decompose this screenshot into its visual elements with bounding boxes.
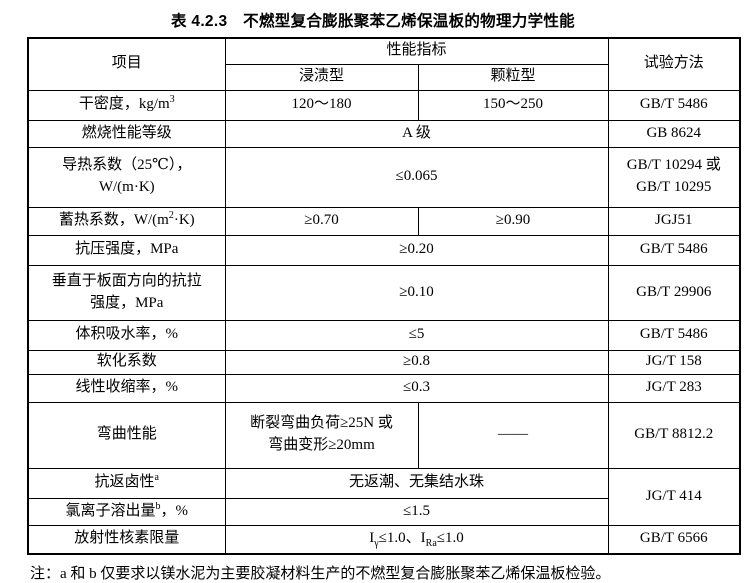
cell-heat-storage-method: JGJ51 [607,206,741,236]
header-item: 项目 [27,37,226,91]
row-water-absorption: 体积吸水率，% ≤5 GB/T 5486 [27,319,741,351]
header-performance-index: 性能指标 [224,37,609,65]
cell-compressive-value: ≥0.20 [224,234,609,266]
cell-dry-density-granular: 150～250 [417,89,609,121]
properties-table: 项目 性能指标 试验方法 浸渍型 颗粒型 干密度，kg/m3 120～180 1… [27,37,741,555]
row-radioactivity: 放射性核素限量 Iγ≤1.0、IRa≤1.0 GB/T 6566 [27,524,741,555]
cell-radioactivity-method: GB/T 6566 [607,524,741,555]
cell-tensile-item: 垂直于板面方向的抗拉 强度，MPa [27,264,226,321]
header-test-method: 试验方法 [607,37,741,91]
cell-heat-storage-impregnated: ≥0.70 [224,206,419,236]
cell-thermal-method: GB/T 10294 或 GB/T 10295 [607,146,741,208]
cell-chloride-value: ≤1.5 [224,497,609,526]
cell-softening-value: ≥0.8 [224,349,609,375]
cell-bending-impregnated: 断裂弯曲负荷≥25N 或 弯曲变形≥20mm [224,401,419,469]
cell-water-absorption-item: 体积吸水率，% [27,319,226,351]
cell-water-absorption-method: GB/T 5486 [607,319,741,351]
cell-combustion-value: A 级 [224,119,609,148]
row-compressive-strength: 抗压强度，MPa ≥0.20 GB/T 5486 [27,234,741,266]
cell-softening-method: JG/T 158 [607,349,741,375]
cell-compressive-method: GB/T 5486 [607,234,741,266]
cell-thermal-value: ≤0.065 [224,146,609,208]
cell-water-absorption-value: ≤5 [224,319,609,351]
cell-heat-storage-granular: ≥0.90 [417,206,609,236]
cell-radioactivity-item: 放射性核素限量 [27,524,226,555]
cell-linear-shrinkage-item: 线性收缩率，% [27,373,226,403]
row-chloride: 氯离子溶出量b，% ≤1.5 [27,497,740,526]
cell-bending-item: 弯曲性能 [27,401,226,469]
cell-dry-density-method: GB/T 5486 [607,89,741,121]
cell-chloride-item: 氯离子溶出量b，% [27,497,226,526]
cell-linear-shrinkage-value: ≤0.3 [224,373,609,403]
cell-combustion-item: 燃烧性能等级 [27,119,226,148]
cell-thermal-item: 导热系数（25℃）， W/(m·K) [27,146,226,208]
cell-dry-density-impregnated: 120～180 [224,89,419,121]
cell-bending-method: GB/T 8812.2 [607,401,741,469]
row-dry-density: 干密度，kg/m3 120～180 150～250 GB/T 5486 [27,89,741,121]
header-row-1: 项目 性能指标 试验方法 [27,37,741,91]
cell-bending-granular: —— [417,401,609,469]
header-impregnated-type: 浸渍型 [224,63,419,91]
cell-combustion-method: GB 8624 [607,119,741,148]
cell-halogen-value: 无返潮、无集结水珠 [224,467,609,499]
cell-dry-density-item: 干密度，kg/m3 [27,89,226,121]
cell-linear-shrinkage-method: JG/T 283 [607,373,741,403]
cell-tensile-method: GB/T 29906 [607,264,741,321]
table-note: 注：a 和 b 仅要求以镁水泥为主要胶凝材料生产的不燃型复合膨胀聚苯乙烯保温板检… [30,566,611,582]
row-bending: 弯曲性能 断裂弯曲负荷≥25N 或 弯曲变形≥20mm —— GB/T 8812… [27,401,741,469]
cell-compressive-item: 抗压强度，MPa [27,234,226,266]
cell-radioactivity-value: Iγ≤1.0、IRa≤1.0 [224,524,609,555]
row-tensile-strength: 垂直于板面方向的抗拉 强度，MPa ≥0.10 GB/T 29906 [27,264,741,321]
table-title: 表 4.2.3 不燃型复合膨胀聚苯乙烯保温板的物理力学性能 [171,13,575,30]
cell-tensile-value: ≥0.10 [224,264,609,321]
header-granular-type: 颗粒型 [417,63,609,91]
row-linear-shrinkage: 线性收缩率，% ≤0.3 JG/T 283 [27,373,741,403]
row-combustion: 燃烧性能等级 A 级 GB 8624 [27,119,741,148]
cell-halogen-chloride-method: JG/T 414 [607,467,741,526]
cell-heat-storage-item: 蓄热系数，W/(m2·K) [27,206,226,236]
row-heat-storage: 蓄热系数，W/(m2·K) ≥0.70 ≥0.90 JGJ51 [27,206,741,236]
header-row-2: 浸渍型 颗粒型 [28,63,740,91]
cell-softening-item: 软化系数 [27,349,226,375]
row-halogen-resistance: 抗返卤性a 无返潮、无集结水珠 JG/T 414 [27,467,741,526]
cell-halogen-item: 抗返卤性a [27,467,226,499]
row-thermal-conductivity: 导热系数（25℃）， W/(m·K) ≤0.065 GB/T 10294 或 G… [27,146,741,208]
row-softening: 软化系数 ≥0.8 JG/T 158 [27,349,741,375]
